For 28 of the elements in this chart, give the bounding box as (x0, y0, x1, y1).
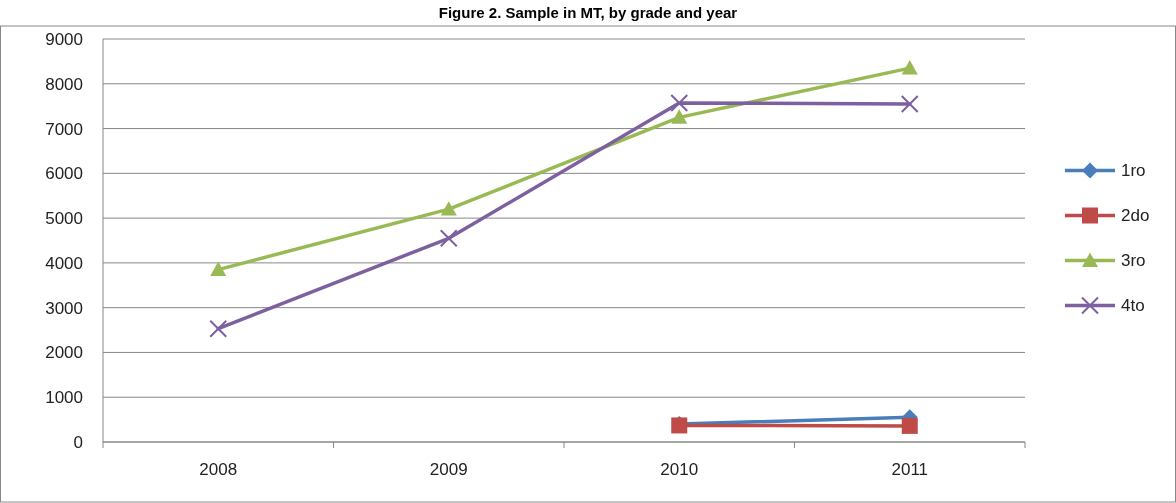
legend-label: 3ro (1121, 251, 1146, 271)
legend-label: 4to (1121, 296, 1145, 316)
y-tick-label: 0 (73, 432, 83, 452)
y-tick-label: 3000 (45, 298, 83, 318)
x-tick-label: 2010 (660, 460, 699, 479)
point (670, 94, 689, 113)
y-tick-label: 5000 (45, 209, 83, 229)
point (671, 109, 688, 124)
y-tick-label: 8000 (45, 74, 83, 94)
y-tick-label: 6000 (45, 164, 83, 184)
x-tick-label: 2008 (199, 460, 238, 479)
point (439, 229, 458, 248)
point (901, 417, 918, 434)
y-tick-label: 9000 (45, 29, 83, 49)
y-tick-label: 7000 (45, 119, 83, 139)
point (209, 319, 228, 338)
y-tick-label: 2000 (45, 343, 83, 363)
y-tick-label: 1000 (45, 388, 83, 408)
point (901, 60, 918, 75)
chart-title: Figure 2. Sample in MT, by grade and year (438, 4, 738, 21)
x-tick-label: 2009 (429, 460, 468, 479)
point (210, 261, 227, 277)
y-tick-label: 4000 (45, 253, 83, 273)
point (900, 94, 919, 113)
legend-label: 1ro (1121, 161, 1146, 181)
x-tick-label: 2011 (891, 460, 929, 479)
legend-label: 2do (1121, 206, 1150, 226)
point (440, 201, 457, 216)
